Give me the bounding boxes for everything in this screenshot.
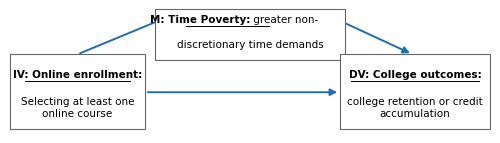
Text: M: Time Poverty:: M: Time Poverty: — [150, 15, 250, 25]
FancyBboxPatch shape — [155, 9, 345, 60]
Text: greater non-: greater non- — [250, 15, 318, 25]
Text: DV: College outcomes:: DV: College outcomes: — [348, 70, 482, 80]
Text: Selecting at least one
online course: Selecting at least one online course — [21, 97, 134, 119]
FancyBboxPatch shape — [10, 54, 145, 129]
FancyBboxPatch shape — [340, 54, 490, 129]
Text: IV: Online enrollment:: IV: Online enrollment: — [13, 70, 142, 80]
Text: college retention or credit
accumulation: college retention or credit accumulation — [347, 97, 483, 119]
Text: discretionary time demands: discretionary time demands — [176, 40, 324, 50]
